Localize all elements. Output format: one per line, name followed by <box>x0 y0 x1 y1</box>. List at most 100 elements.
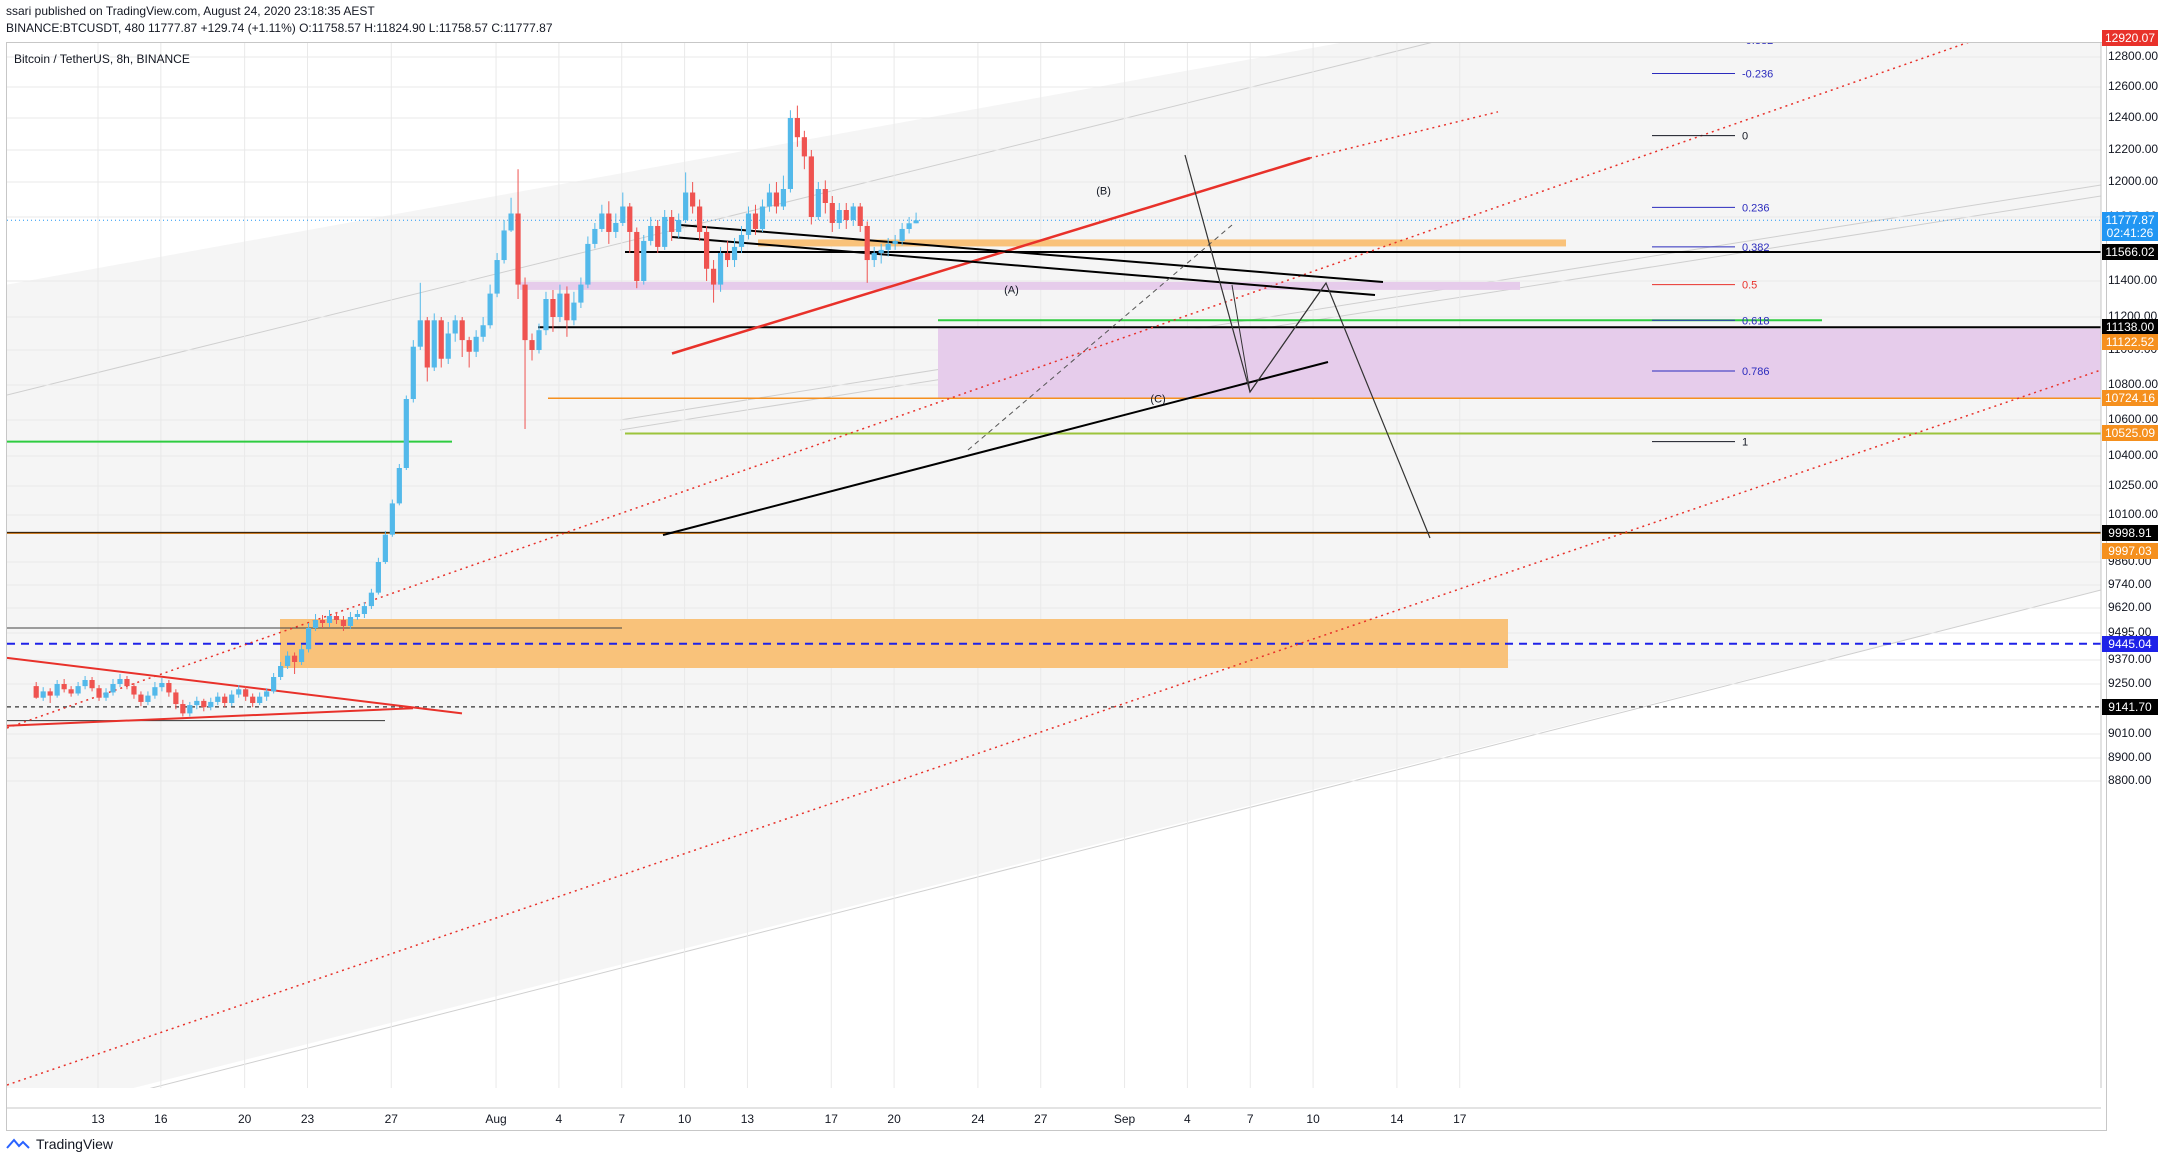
candle-body <box>271 677 277 692</box>
candle-body <box>815 189 821 217</box>
candle-body <box>703 231 710 269</box>
candle-body <box>731 246 738 261</box>
symbol-ohlc-line: BINANCE:BTCUSDT, 480 11777.87 +129.74 (+… <box>6 21 553 35</box>
candle-body <box>745 213 752 235</box>
time-tick-label: 20 <box>237 1112 252 1126</box>
candle-body <box>794 118 800 138</box>
last-price: 11777.87 <box>148 21 198 35</box>
candle-body <box>829 203 835 223</box>
candle-body <box>508 213 514 231</box>
candle-body <box>913 220 919 224</box>
candle-body <box>480 325 486 337</box>
price-tick-label: 9740.00 <box>2108 577 2152 591</box>
candle-body <box>466 340 472 352</box>
time-tick-label: 17 <box>824 1112 838 1126</box>
time-tick-label: Sep <box>1113 1112 1136 1126</box>
candle-body <box>452 320 458 334</box>
fib-level-label: 0 <box>1742 131 1748 143</box>
candle-body <box>410 346 416 399</box>
candle-body <box>494 260 500 294</box>
candle-body <box>375 562 381 593</box>
high-value: 11824.90 <box>376 21 426 35</box>
candle-body <box>822 189 828 203</box>
price-tick-label: 8800.00 <box>2108 773 2152 787</box>
candle-body <box>850 206 856 220</box>
candle-body <box>40 691 46 698</box>
price-tick-label: 10250.00 <box>2108 478 2159 492</box>
price-tag: 9998.91 <box>2102 524 2158 541</box>
price-change: +129.74 (+1.11%) <box>200 21 296 35</box>
chart-symbol-label: Bitcoin / TetherUS, 8h, BINANCE <box>14 52 190 66</box>
candle-body <box>264 691 270 697</box>
candle-body <box>585 243 591 285</box>
close-value: 11777.87 <box>503 21 553 35</box>
channel-mid-line-1 <box>619 184 2101 421</box>
orange-band <box>758 239 1566 247</box>
footer-brand[interactable]: TradingView <box>6 1133 113 1155</box>
candle-body <box>110 684 116 693</box>
time-tick-label: 10 <box>677 1112 692 1126</box>
candle-body <box>780 189 787 207</box>
candle-body <box>801 137 807 157</box>
time-tick-label: 27 <box>384 1112 398 1126</box>
candle-body <box>152 687 158 696</box>
price-tick-label: 11400.00 <box>2108 273 2158 287</box>
candle-body <box>215 696 221 702</box>
candle-body <box>445 333 451 359</box>
wave-label: (B) <box>1096 185 1111 197</box>
candle-body <box>89 680 95 689</box>
triangle-upper <box>7 656 463 715</box>
time-tick-label: 14 <box>1390 1112 1404 1126</box>
candle-body <box>291 655 298 662</box>
candle-body <box>697 206 703 232</box>
low-label: L: <box>428 21 439 35</box>
channel-lower-line <box>149 589 2101 1088</box>
candle-body <box>382 534 388 562</box>
tradingview-logo-icon <box>6 1138 30 1149</box>
candle-body <box>305 628 312 650</box>
candle-body <box>878 249 884 254</box>
candle-body <box>138 694 144 702</box>
time-tick-label: 13 <box>91 1112 105 1126</box>
fib-level-label: -0.382 <box>1742 35 1773 47</box>
candle-body <box>326 616 333 623</box>
chart-frame[interactable] <box>6 42 2107 1131</box>
candle-body <box>424 320 430 368</box>
published-line: ssari published on TradingView.com, Augu… <box>6 4 375 18</box>
wedge-lower <box>662 361 1329 536</box>
candle-body <box>648 225 654 241</box>
price-tag: 10724.16 <box>2102 390 2158 407</box>
fib-level-label: 0.382 <box>1742 242 1770 254</box>
candle-body <box>536 330 542 350</box>
candle-body <box>145 695 151 702</box>
fib-level-label: 0.236 <box>1742 202 1770 214</box>
red-rising-trendline <box>671 156 1311 355</box>
dashed-diagonal <box>967 224 1233 451</box>
open-label: O: <box>299 21 312 35</box>
candle-body <box>892 240 898 244</box>
candle-body <box>96 688 102 698</box>
candle-body <box>613 222 619 232</box>
footer-brand-label: TradingView <box>36 1136 114 1152</box>
candle-body <box>347 617 354 626</box>
wedge-upper-b <box>671 236 1376 296</box>
candle-body <box>599 213 605 229</box>
time-tick-label: 20 <box>887 1112 901 1126</box>
purple-band <box>520 281 1520 290</box>
candle-body <box>229 694 235 703</box>
candle-body <box>257 696 263 703</box>
channel-fill <box>7 43 2101 1088</box>
time-tick-label: 23 <box>300 1112 315 1126</box>
candle-body <box>487 293 493 326</box>
candle-body <box>522 284 528 341</box>
price-tick-label: 9370.00 <box>2108 652 2152 666</box>
candle-body <box>724 253 731 261</box>
candle-body <box>117 679 123 684</box>
candle-body <box>438 320 444 359</box>
candle-body <box>368 592 374 607</box>
candle-body <box>634 231 640 281</box>
candle-body <box>312 620 319 628</box>
candle-body <box>180 704 186 714</box>
candle-body <box>319 620 326 623</box>
